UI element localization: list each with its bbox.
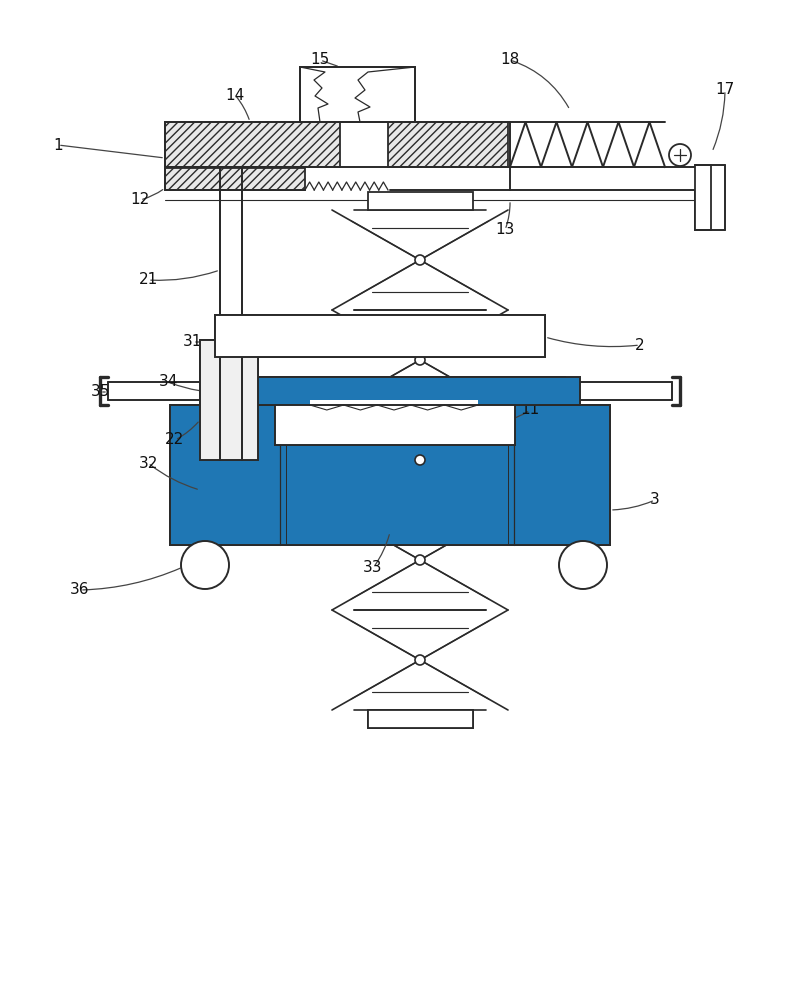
Bar [300,67,415,122]
Bar [295,342,465,352]
Text: 12: 12 [130,192,150,208]
Bar [230,377,405,405]
Text: 1: 1 [53,137,63,152]
Bar [215,315,545,357]
Bar [310,400,478,415]
Text: 11: 11 [520,402,539,418]
Bar [368,710,473,728]
Text: 34: 34 [159,374,177,389]
Text: 36: 36 [70,582,89,597]
Circle shape [669,144,691,166]
Text: 3: 3 [650,492,660,508]
Bar [165,168,305,190]
Bar [170,405,610,545]
Circle shape [559,541,607,589]
Bar [200,340,258,460]
Bar [220,340,242,460]
Circle shape [415,555,425,565]
Circle shape [415,655,425,665]
Text: 31: 31 [184,334,203,350]
Text: 21: 21 [138,272,158,288]
Circle shape [415,455,425,465]
Bar [230,377,580,405]
Bar [275,405,515,445]
Bar [165,122,340,167]
Bar [275,405,515,445]
Bar [200,340,258,460]
Bar [390,377,565,405]
Text: 35: 35 [90,384,110,399]
Text: 2: 2 [635,338,644,353]
Circle shape [415,255,425,265]
Text: 32: 32 [138,456,158,471]
Circle shape [415,355,425,365]
Text: 13: 13 [495,223,515,237]
Text: 22: 22 [166,432,184,448]
Text: 18: 18 [500,52,520,68]
Text: 14: 14 [225,88,245,103]
Circle shape [181,541,229,589]
Text: 16: 16 [371,73,389,88]
Text: 15: 15 [310,52,330,68]
Text: 17: 17 [715,83,735,98]
Text: 33: 33 [363,560,383,576]
Bar [215,315,545,357]
Bar [368,192,473,210]
Bar [170,405,610,545]
Bar [368,710,473,728]
Bar [695,165,711,230]
Bar [388,122,508,167]
